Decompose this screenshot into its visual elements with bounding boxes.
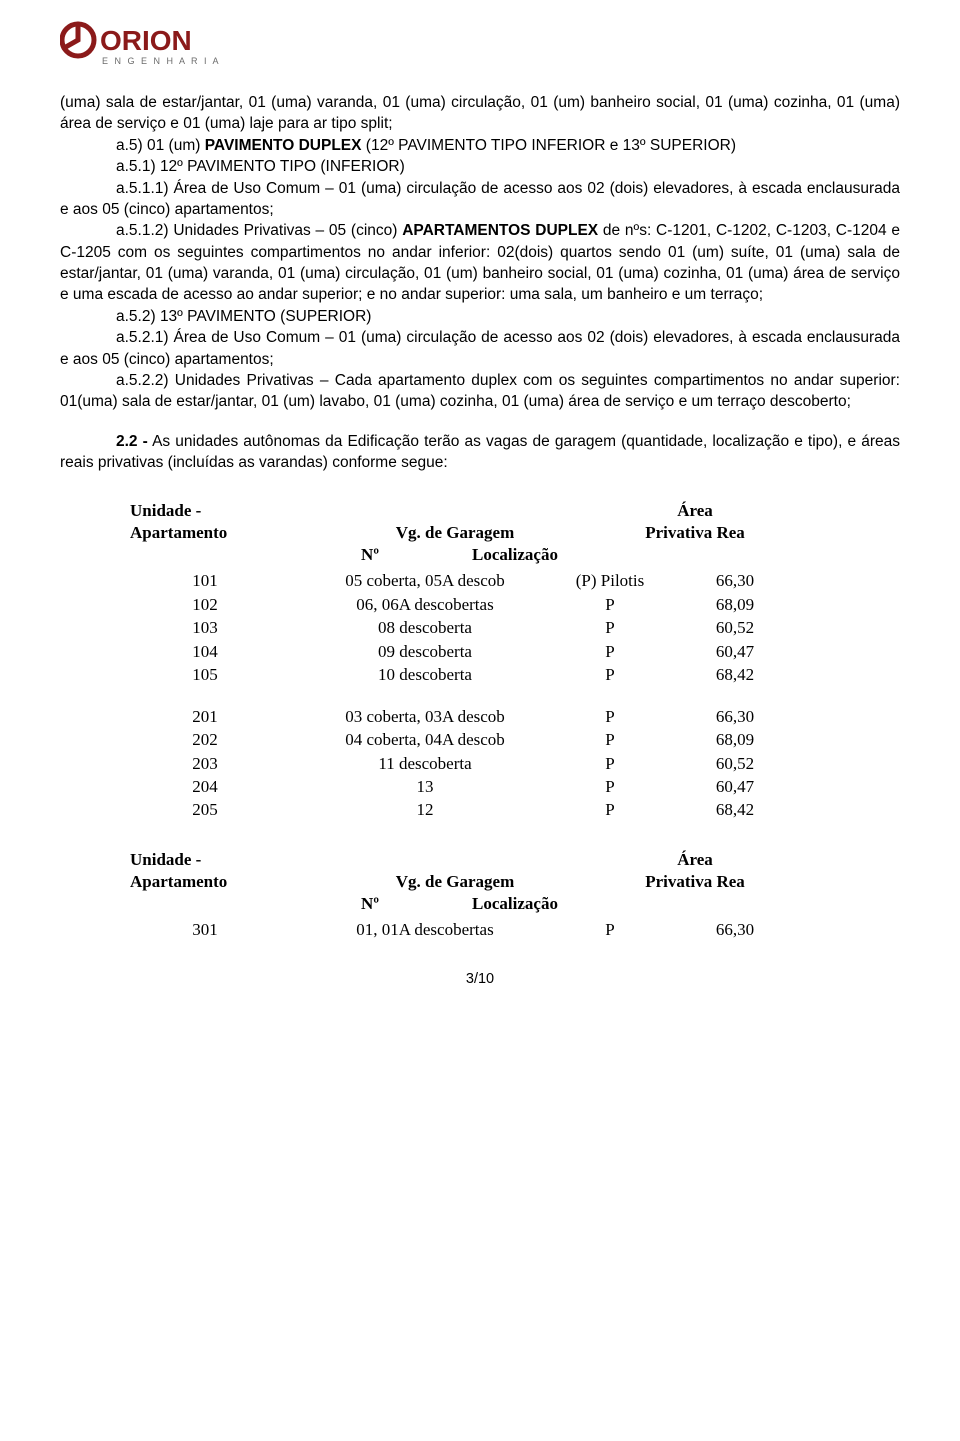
- para-2-lead: a.5) 01 (um): [116, 137, 205, 154]
- table-row: 10409 descobertaP60,47: [130, 640, 900, 663]
- table-row: 10308 descobertaP60,52: [130, 616, 900, 639]
- para-4: a.5.1.1) Área de Uso Comum – 01 (uma) ci…: [60, 178, 900, 221]
- cell-vg: 01, 01A descobertas: [310, 918, 540, 941]
- th-vg: Vg. de Garagem: [310, 872, 600, 892]
- cell-loc: P: [540, 775, 680, 798]
- para-6: a.5.2) 13º PAVIMENTO (SUPERIOR): [60, 306, 900, 327]
- para-2-bold: PAVIMENTO DUPLEX: [205, 137, 362, 154]
- cell-vg: 11 descoberta: [310, 752, 540, 775]
- th-spacer: [310, 501, 600, 521]
- cell-unit: 202: [130, 728, 310, 751]
- cell-vg: 08 descoberta: [310, 616, 540, 639]
- cell-vg: 10 descoberta: [310, 663, 540, 686]
- th-vg: Vg. de Garagem: [310, 523, 600, 543]
- cell-unit: 204: [130, 775, 310, 798]
- th-area-2: Privativa Rea: [600, 872, 790, 892]
- para-5-bold: APARTAMENTOS DUPLEX: [402, 222, 598, 239]
- cell-loc: P: [540, 640, 680, 663]
- cell-loc: P: [540, 663, 680, 686]
- cell-vg: 12: [310, 798, 540, 821]
- para-2: a.5) 01 (um) PAVIMENTO DUPLEX (12º PAVIM…: [60, 135, 900, 156]
- para-2-rest: (12º PAVIMENTO TIPO INFERIOR e 13º SUPER…: [361, 137, 736, 154]
- cell-area: 66,30: [680, 705, 790, 728]
- cell-loc: P: [540, 705, 680, 728]
- para-1: (uma) sala de estar/jantar, 01 (uma) var…: [60, 92, 900, 135]
- table-row: 10510 descobertaP68,42: [130, 663, 900, 686]
- cell-loc: (P) Pilotis: [540, 569, 680, 592]
- th-unit-1: Unidade -: [130, 501, 310, 521]
- th-area-1: Área: [600, 501, 790, 521]
- logo-sub-text: E N G E N H A R I A: [102, 56, 221, 66]
- cell-area: 66,30: [680, 569, 790, 592]
- para-5-lead: a.5.1.2) Unidades Privativas – 05 (cinco…: [116, 222, 402, 239]
- cell-loc: P: [540, 616, 680, 639]
- cell-vg: 06, 06A descobertas: [310, 593, 540, 616]
- cell-area: 68,09: [680, 728, 790, 751]
- para-3: a.5.1) 12º PAVIMENTO TIPO (INFERIOR): [60, 156, 900, 177]
- para-9: 2.2 - As unidades autônomas da Edificaçã…: [60, 431, 900, 474]
- table-group: 20103 coberta, 03A descobP66,3020204 cob…: [130, 705, 900, 822]
- th-unit-1: Unidade -: [130, 850, 310, 870]
- cell-unit: 201: [130, 705, 310, 728]
- cell-unit: 104: [130, 640, 310, 663]
- cell-unit: 105: [130, 663, 310, 686]
- para-8: a.5.2.2) Unidades Privativas – Cada apar…: [60, 370, 900, 413]
- th-unit-2: Apartamento: [130, 523, 310, 543]
- th-loc: Localização: [430, 545, 600, 565]
- cell-vg: 09 descoberta: [310, 640, 540, 663]
- th-area-1: Área: [600, 850, 790, 870]
- cell-area: 68,42: [680, 798, 790, 821]
- cell-loc: P: [540, 593, 680, 616]
- cell-area: 60,47: [680, 775, 790, 798]
- cell-loc: P: [540, 728, 680, 751]
- cell-loc: P: [540, 918, 680, 941]
- cell-vg: 03 coberta, 03A descob: [310, 705, 540, 728]
- cell-unit: 101: [130, 569, 310, 592]
- cell-area: 60,52: [680, 616, 790, 639]
- logo: ORION E N G E N H A R I A: [60, 20, 900, 74]
- table-group: Unidade - Área ApartamentoVg. de GaragemPr…: [130, 501, 900, 686]
- th-unit-2: Apartamento: [130, 872, 310, 892]
- cell-unit: 103: [130, 616, 310, 639]
- cell-vg: 13: [310, 775, 540, 798]
- th-loc: Localização: [430, 894, 600, 914]
- cell-loc: P: [540, 752, 680, 775]
- cell-area: 60,47: [680, 640, 790, 663]
- para-5: a.5.1.2) Unidades Privativas – 05 (cinco…: [60, 220, 900, 306]
- th-no: Nº: [310, 545, 430, 565]
- para-9-rest: As unidades autônomas da Edificação terã…: [60, 433, 900, 471]
- th-area-2: Privativa Rea: [600, 523, 790, 543]
- cell-area: 68,42: [680, 663, 790, 686]
- cell-unit: 205: [130, 798, 310, 821]
- cell-area: 68,09: [680, 593, 790, 616]
- th-spacer: [310, 850, 600, 870]
- cell-loc: P: [540, 798, 680, 821]
- cell-vg: 05 coberta, 05A descob: [310, 569, 540, 592]
- table-row: 20413P60,47: [130, 775, 900, 798]
- cell-unit: 102: [130, 593, 310, 616]
- para-7: a.5.2.1) Área de Uso Comum – 01 (uma) ci…: [60, 327, 900, 370]
- cell-unit: 203: [130, 752, 310, 775]
- cell-unit: 301: [130, 918, 310, 941]
- cell-area: 60,52: [680, 752, 790, 775]
- page-number: 3/10: [60, 971, 900, 987]
- th-no: Nº: [310, 894, 430, 914]
- table-group: Unidade - Área ApartamentoVg. de GaragemPr…: [130, 850, 900, 941]
- para-9-bold: 2.2 -: [116, 433, 148, 450]
- table-row: 30101, 01A descobertasP66,30: [130, 918, 900, 941]
- table-row: 20512P68,42: [130, 798, 900, 821]
- table-row: 20311 descobertaP60,52: [130, 752, 900, 775]
- table-row: 20103 coberta, 03A descobP66,30: [130, 705, 900, 728]
- logo-mark: [62, 24, 94, 56]
- table-row: 10206, 06A descobertasP68,09: [130, 593, 900, 616]
- table-row: 20204 coberta, 04A descobP68,09: [130, 728, 900, 751]
- cell-area: 66,30: [680, 918, 790, 941]
- cell-vg: 04 coberta, 04A descob: [310, 728, 540, 751]
- table-row: 10105 coberta, 05A descob(P) Pilotis66,3…: [130, 569, 900, 592]
- logo-brand-text: ORION: [100, 25, 192, 56]
